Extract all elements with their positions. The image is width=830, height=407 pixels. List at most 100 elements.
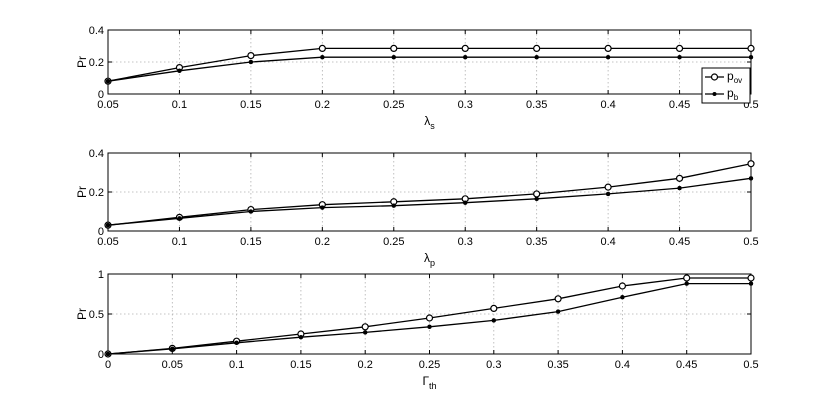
data-point-p_b — [170, 346, 175, 352]
data-point-p_b — [391, 54, 397, 60]
data-point-p_ov — [618, 282, 627, 290]
data-point-p_ov — [318, 44, 326, 53]
series-line-p_b — [107, 56, 751, 82]
x-tick-label: 0.05 — [97, 99, 118, 111]
y-axis-label: Pr — [75, 186, 89, 198]
data-point-p_ov — [361, 323, 369, 331]
y-tick-label: 0 — [98, 226, 104, 238]
x-tick-label: 0.35 — [526, 236, 547, 248]
data-point-p_ov — [747, 44, 755, 53]
data-point-p_ov — [490, 304, 498, 312]
x-tick-label: 0.15 — [240, 99, 261, 111]
data-point-p_b — [234, 340, 239, 346]
data-point-p_b — [677, 185, 682, 191]
x-tick-label: 0.1 — [172, 99, 187, 111]
x-tick-label: 0.25 — [383, 99, 404, 111]
data-point-p_ov — [554, 295, 562, 303]
data-point-p_b — [177, 216, 182, 221]
data-point-p_b — [462, 54, 468, 60]
data-point-p_b — [298, 334, 304, 340]
data-point-p_ov — [683, 274, 691, 282]
y-tick-label: 1 — [98, 269, 104, 281]
y-tick-label: 0.2 — [89, 187, 104, 199]
legend-label: pov — [727, 69, 742, 85]
data-point-p_b — [177, 68, 182, 74]
data-point-p_b — [391, 203, 397, 208]
data-point-p_b — [105, 78, 111, 84]
data-point-p_b — [105, 222, 111, 228]
x-tick-label: 0.4 — [600, 236, 615, 248]
x-tick-label: 0.3 — [486, 359, 501, 371]
series-line-p_b — [107, 177, 752, 226]
data-point-p_b — [748, 54, 754, 60]
x-tick-label: 0.1 — [229, 359, 244, 371]
y-tick-label: 0.4 — [89, 148, 104, 160]
x-tick-label: 0.05 — [97, 236, 118, 248]
y-axis-label: Pr — [75, 308, 89, 320]
data-point-p_b — [605, 54, 611, 60]
y-tick-label: 0 — [98, 349, 104, 361]
x-tick-label: 0.05 — [162, 359, 183, 371]
legend-box — [701, 67, 751, 104]
y-tick-label: 0.4 — [89, 25, 104, 37]
y-tick-label: 0 — [98, 89, 104, 101]
data-point-p_ov — [247, 51, 255, 60]
x-tick-label: 0.45 — [676, 359, 697, 371]
data-point-p_b — [748, 176, 754, 181]
data-point-p_b — [684, 281, 689, 286]
x-tick-label: 0.15 — [290, 359, 311, 371]
x-tick-label: 0.45 — [669, 236, 690, 248]
y-tick-label: 0.2 — [89, 57, 104, 69]
x-tick-label: 0.3 — [458, 99, 473, 111]
data-point-p_b — [555, 309, 561, 314]
data-point-p_ov — [425, 314, 434, 322]
data-point-p_ov — [747, 274, 755, 282]
data-point-p_b — [620, 294, 625, 300]
x-axis-label: Γth — [422, 374, 436, 391]
x-axis-label: λp — [424, 251, 435, 268]
data-point-p_b — [248, 59, 254, 65]
x-tick-label: 0.4 — [615, 359, 630, 371]
data-point-p_ov — [675, 44, 684, 53]
x-tick-label: 0.1 — [172, 236, 187, 248]
data-point-p_b — [491, 318, 497, 323]
x-tick-label: 0.2 — [315, 99, 330, 111]
data-point-p_b — [748, 281, 754, 286]
data-point-p_ov — [533, 190, 541, 198]
x-tick-label: 0.2 — [358, 359, 373, 371]
legend-marker-filled-dot — [712, 92, 717, 96]
x-tick-label: 0.25 — [419, 359, 440, 371]
data-point-p_ov — [747, 160, 755, 168]
data-point-p_b — [534, 196, 539, 202]
x-tick-label: 0.3 — [458, 236, 473, 248]
data-point-p_b — [677, 54, 682, 60]
data-point-p_b — [605, 191, 611, 197]
x-tick-label: 0.4 — [600, 99, 615, 111]
series-line-p_ov — [107, 163, 752, 226]
x-tick-label: 0.45 — [669, 99, 690, 111]
data-point-p_ov — [604, 183, 612, 191]
x-tick-label: 0.5 — [743, 236, 758, 248]
legend-marker-open-circle — [710, 73, 719, 81]
data-point-p_b — [105, 351, 111, 357]
legend-label: pb — [727, 86, 739, 102]
y-axis-label: Pr — [75, 56, 89, 68]
chart-panel-3: 0 0.05 0.1 0.15 0.2 0.25 0.3 0.35 0.4 0.45 0.5 0 0.5… — [75, 269, 759, 391]
data-point-p_ov — [533, 44, 541, 53]
series-line-p_ov — [107, 47, 751, 82]
x-tick-label: 0.25 — [383, 236, 404, 248]
x-tick-label: 0 — [105, 359, 111, 371]
x-tick-label: 0.15 — [240, 236, 261, 248]
data-point-p_b — [320, 205, 325, 210]
y-tick-label: 0.5 — [89, 309, 104, 321]
data-point-p_b — [462, 200, 468, 205]
data-point-p_b — [320, 54, 325, 60]
data-point-p_ov — [675, 174, 684, 182]
data-point-p_b — [362, 330, 368, 335]
data-point-p_ov — [461, 44, 469, 53]
data-point-p_ov — [390, 44, 398, 53]
x-axis-label: λs — [424, 114, 435, 131]
x-tick-label: 0.2 — [315, 236, 330, 248]
